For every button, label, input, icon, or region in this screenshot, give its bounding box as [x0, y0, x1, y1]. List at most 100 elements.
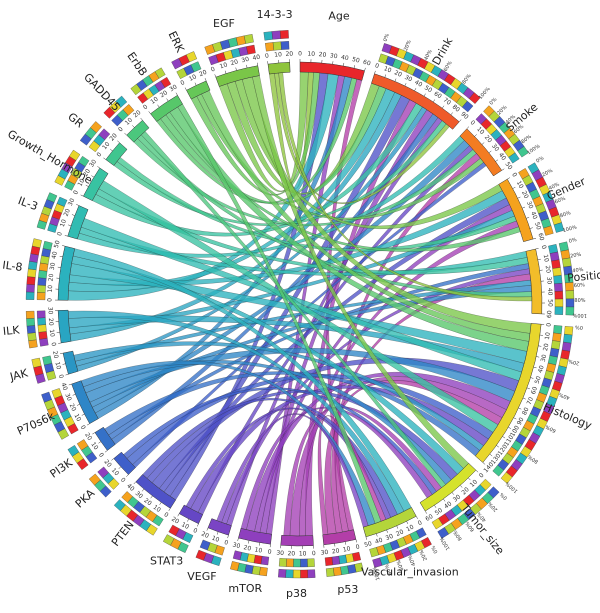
tick-drink-30 — [404, 83, 407, 86]
ring-cell-jak-1-2 — [31, 357, 42, 368]
tick-gender-10 — [512, 186, 516, 189]
pct-label-histology-3: 60% — [544, 423, 557, 433]
tick-label-vascular-invasion-0: 0 — [417, 519, 424, 527]
ring-cell-p70s6k-1-5 — [41, 391, 52, 403]
ring-cell-mtor-1-0 — [259, 566, 268, 577]
tick-histology-80 — [518, 407, 522, 410]
tick-gr-20 — [117, 140, 120, 143]
ring-cell-ilk-1-2 — [26, 325, 36, 334]
tick-label-gender-60: 60 — [536, 232, 545, 241]
tick-drink-10 — [384, 74, 387, 78]
tick-label-erbb-30: 30 — [168, 83, 178, 93]
tick-il-3-0 — [64, 235, 68, 237]
tick-label-mtor-20: 20 — [243, 544, 252, 552]
ring-cell-mtor-1-4 — [230, 561, 240, 571]
tick-label-il-3-30: 30 — [67, 197, 77, 207]
ring-cell-smoke-1-7 — [517, 146, 529, 158]
tick-label-p70s6k-0: 0 — [79, 424, 87, 431]
ring-cell-smoke-0-7 — [508, 152, 520, 164]
segment-label-gadd45: GADD45 — [81, 71, 123, 114]
tick-pka-0 — [126, 474, 129, 477]
ring-cell-growth-hormone-0-4 — [78, 155, 90, 167]
tick-label-il-8-10: 10 — [47, 285, 54, 293]
segment-label-growth-hormone: Growth_Hormone — [5, 127, 94, 187]
tick-label-pten-30: 30 — [134, 490, 144, 500]
tick-growth-hormone-0 — [80, 194, 84, 197]
segment-label-14-3-3: 14-3-3 — [257, 8, 293, 21]
tick-label-gadd45-20: 20 — [132, 109, 142, 119]
ring-cell-ilk-0-2 — [37, 324, 47, 333]
tick-label-egf-10: 10 — [219, 61, 229, 70]
tick-label-p53-0: 0 — [355, 543, 361, 551]
tick-label-erbb-0: 0 — [142, 103, 149, 111]
ring-cell-il-3-1-4 — [46, 192, 58, 203]
tick-histology-140 — [482, 462, 486, 465]
arcs-layer: 0 10 20 30 40 50 60 0 10 20 3040506070809001020304… — [46, 51, 553, 558]
ring-cell-14-3-3-0-2 — [280, 41, 290, 50]
tick-mtor-20 — [248, 540, 250, 544]
ring-cell-ilk-1-1 — [27, 332, 37, 341]
tick-histology-60 — [526, 387, 530, 390]
tick-label-drink-0: 0 — [374, 62, 380, 70]
tick-label-pi3k-10: 10 — [89, 441, 99, 451]
arc-pi3k — [94, 426, 116, 451]
ring-cell-vegf-1-2 — [195, 549, 207, 561]
tick-label-tumor-size-50: 50 — [434, 507, 444, 517]
ring-cell-pi3k-0-2 — [76, 439, 89, 451]
arc-il-3 — [67, 205, 89, 240]
pct-label-smoke-5: 100% — [526, 143, 541, 156]
tick-erbb-10 — [157, 104, 160, 108]
ring-cell-pka-1-2 — [88, 473, 101, 486]
tick-tumor-size-20 — [460, 485, 463, 488]
tick-gadd45-10 — [132, 125, 135, 128]
tick-label-p53-10: 10 — [342, 545, 351, 553]
tick-p70s6k-20 — [76, 404, 80, 406]
pct-label-gender-0: 0% — [535, 155, 545, 164]
tick-label-age-50: 50 — [351, 56, 360, 65]
ring-cell-14-3-3-0-0 — [265, 42, 275, 52]
tick-egf-20 — [235, 67, 237, 71]
segment-label-jak: JAK — [8, 366, 30, 383]
tick-label-smoke-0: 0 — [469, 119, 477, 127]
ring-cell-p38-1-3 — [285, 569, 294, 579]
tick-age-40 — [343, 62, 345, 66]
tick-label-ilk-20: 20 — [47, 318, 55, 326]
segment-label-egf: EGF — [213, 17, 235, 30]
tick-label-mtor-10: 10 — [254, 546, 263, 554]
ring-cell-p38-0-4 — [278, 558, 287, 567]
ring-cell-gr-1-2 — [90, 121, 102, 133]
tick-label-mtor-0: 0 — [267, 548, 272, 555]
tick-label-erk-0: 0 — [179, 79, 186, 87]
tick-label-vascular-invasion-20: 20 — [395, 528, 405, 538]
tick-histology-120 — [496, 445, 499, 448]
tick-label-drink-80: 80 — [451, 103, 461, 113]
arc-p70s6k — [71, 380, 99, 424]
tick-label-vegf-10: 10 — [211, 535, 221, 544]
tick-label-gender-40: 40 — [529, 211, 538, 221]
arc-gadd45 — [126, 119, 150, 143]
ring-cell-position-0-4 — [553, 275, 563, 285]
tick-label-age-60: 60 — [362, 59, 371, 68]
tick-label-ilk-10: 10 — [48, 329, 56, 338]
pct-label-drink-2: 40% — [423, 49, 434, 62]
ring-cell-il-8-1-4 — [28, 261, 38, 271]
ring-cell-p38-1-4 — [278, 568, 287, 578]
ring-cell-il-8-0-3 — [38, 270, 48, 279]
pct-label-tumor-size-5: 100% — [439, 535, 452, 551]
pct-label-position-0: 0% — [568, 237, 577, 245]
tick-label-growth-hormone-10: 10 — [76, 177, 86, 187]
ring-cell-vegf-0-2 — [199, 539, 211, 551]
tick-label-gender-20: 20 — [520, 190, 530, 200]
tick-label-gender-0: 0 — [510, 172, 518, 179]
pct-label-tumor-size-0: 0% — [499, 491, 509, 501]
ring-cell-il-3-0-4 — [56, 196, 68, 207]
tick-label-vegf-20: 20 — [200, 531, 210, 540]
ring-cell-gr-0-2 — [98, 128, 111, 141]
pct-label-drink-0: 0% — [383, 33, 391, 43]
tick-smoke-20 — [481, 142, 485, 145]
tick-il-8-50 — [62, 245, 66, 247]
ring-cell-p53-1-3 — [333, 566, 342, 577]
arc-age — [299, 61, 365, 81]
arc-jak — [62, 350, 79, 375]
tick-label-stat3-20: 20 — [170, 516, 180, 526]
